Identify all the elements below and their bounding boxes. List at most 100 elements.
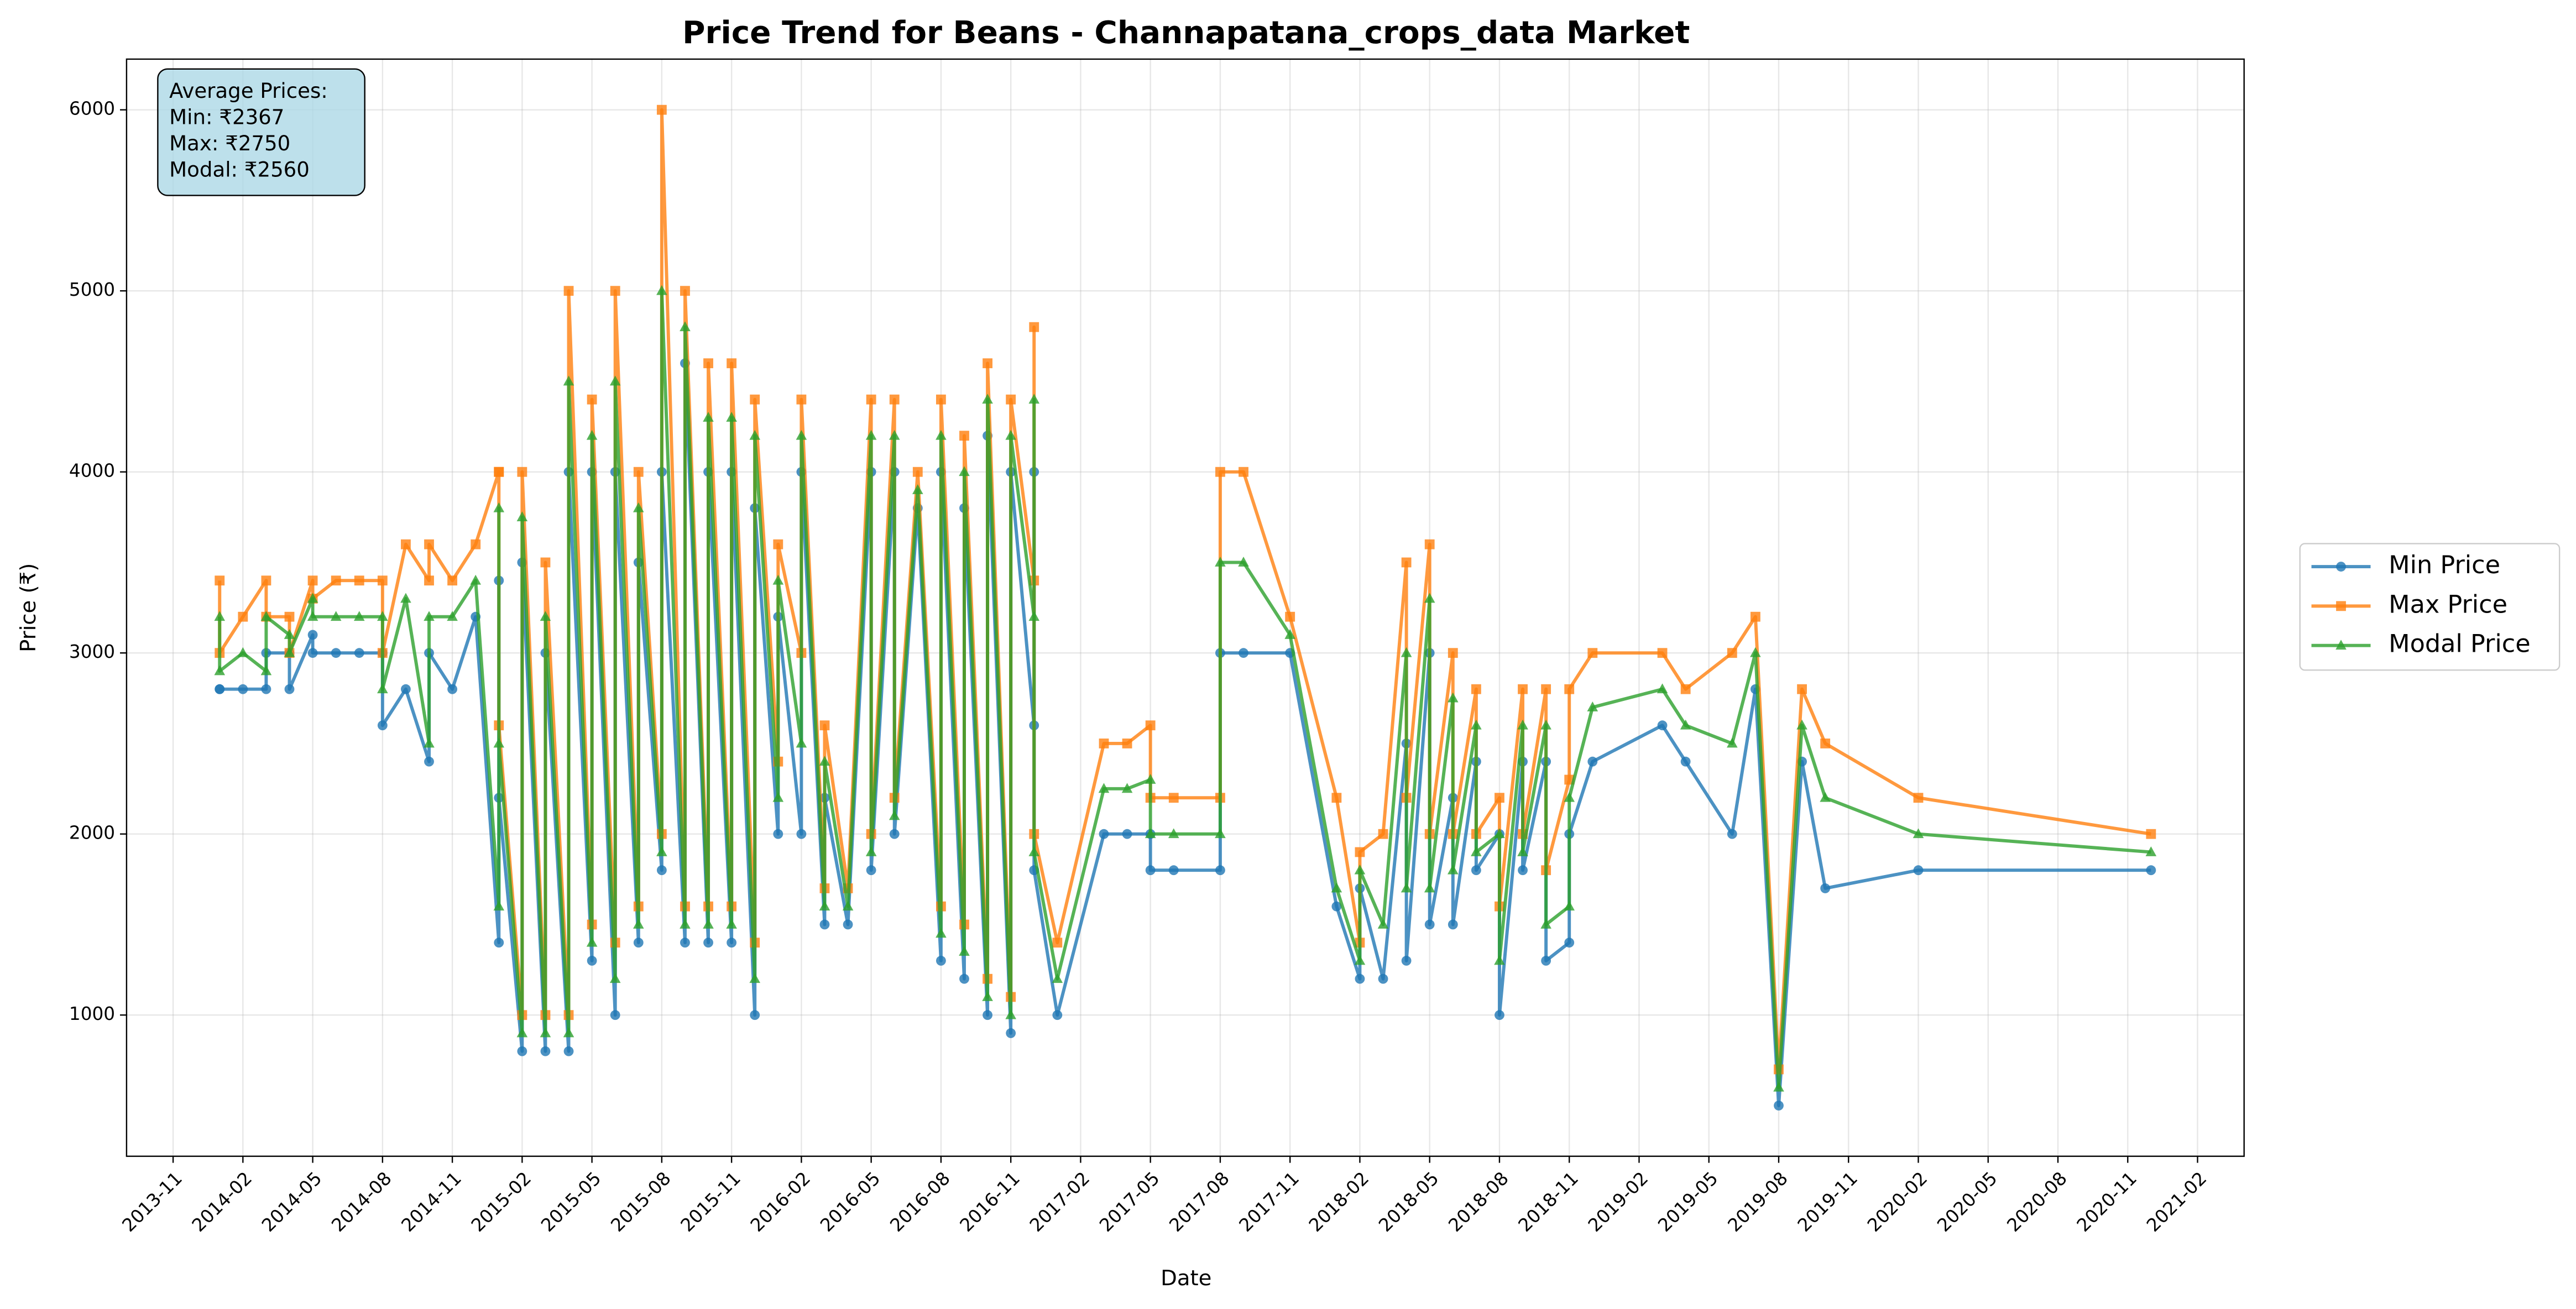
marker [1238,557,1249,567]
marker [1424,593,1435,603]
marker [1540,919,1551,929]
marker [1377,919,1389,929]
marker [1448,648,1458,658]
marker [1401,882,1412,893]
marker [866,394,876,405]
annotation-text: Average Prices: [169,79,328,103]
marker [1121,783,1133,793]
marker [377,683,388,694]
marker [307,648,318,658]
marker [1517,846,1528,856]
marker [726,412,737,422]
marker [1145,865,1156,876]
marker [587,394,597,405]
marker [284,611,295,622]
marker [563,286,574,296]
marker [796,829,807,839]
marker [2146,865,2156,876]
marker [1424,919,1435,930]
marker [750,394,760,405]
marker [331,648,341,658]
marker [563,1046,574,1056]
marker [2145,846,2157,856]
marker [1099,829,1109,839]
marker [284,629,295,639]
marker [1006,1028,1016,1038]
marker [1028,846,1040,856]
marker [1145,720,1156,731]
marker [1471,684,1481,694]
marker [1517,719,1528,730]
marker [424,611,435,621]
marker [1680,719,1691,730]
marker [1424,539,1435,549]
marker [1052,973,1063,983]
y-axis-label: Price (₹) [16,563,41,652]
marker [727,358,737,369]
marker [1564,938,1575,948]
marker [1680,756,1691,767]
marker [1401,956,1412,966]
legend-box [2299,543,2561,671]
marker [819,900,830,911]
series-line [218,289,2151,1090]
marker [1006,394,1016,405]
marker [1447,692,1459,703]
marker [656,865,667,876]
marker [470,574,481,585]
marker [237,647,249,657]
marker [959,973,969,984]
marker [1355,973,1365,984]
marker [330,611,342,621]
marker [1750,647,1761,657]
marker [424,539,434,549]
marker [983,1010,992,1020]
marker [540,1027,551,1038]
legend-marker [2336,601,2346,611]
marker [680,919,691,929]
marker [936,928,947,938]
marker [889,430,900,440]
annotation-box [157,68,365,196]
marker [1028,394,1040,404]
marker [1774,1101,1784,1111]
marker [1028,611,1040,621]
marker [842,900,854,911]
marker [284,647,295,657]
marker [516,1027,528,1038]
marker [1518,684,1528,694]
marker [1657,648,1668,658]
marker [1796,719,1807,730]
marker [586,430,598,440]
marker [377,575,388,586]
marker [494,467,504,477]
marker [1331,882,1342,893]
marker [1424,882,1435,893]
marker [703,919,714,929]
marker [1773,1081,1784,1092]
marker [1098,783,1110,793]
marker [1378,973,1388,984]
y-tick-label: 1000 [69,1003,115,1024]
marker [1587,756,1598,767]
marker [284,684,295,694]
marker [424,575,434,586]
marker [796,737,807,748]
legend-marker [2335,640,2347,650]
marker [307,611,318,621]
marker [1215,467,1225,477]
marker [1052,1010,1063,1020]
legend-label: Min Price [2389,551,2500,579]
marker [493,737,505,748]
marker [1378,829,1388,839]
marker [633,919,644,929]
marker [749,430,761,440]
marker [1495,793,1504,803]
marker [2146,829,2156,839]
marker [1518,865,1528,876]
y-tick-label: 3000 [69,641,115,662]
marker [865,846,877,856]
marker [772,574,784,585]
marker [982,991,993,1001]
marker [889,829,900,839]
